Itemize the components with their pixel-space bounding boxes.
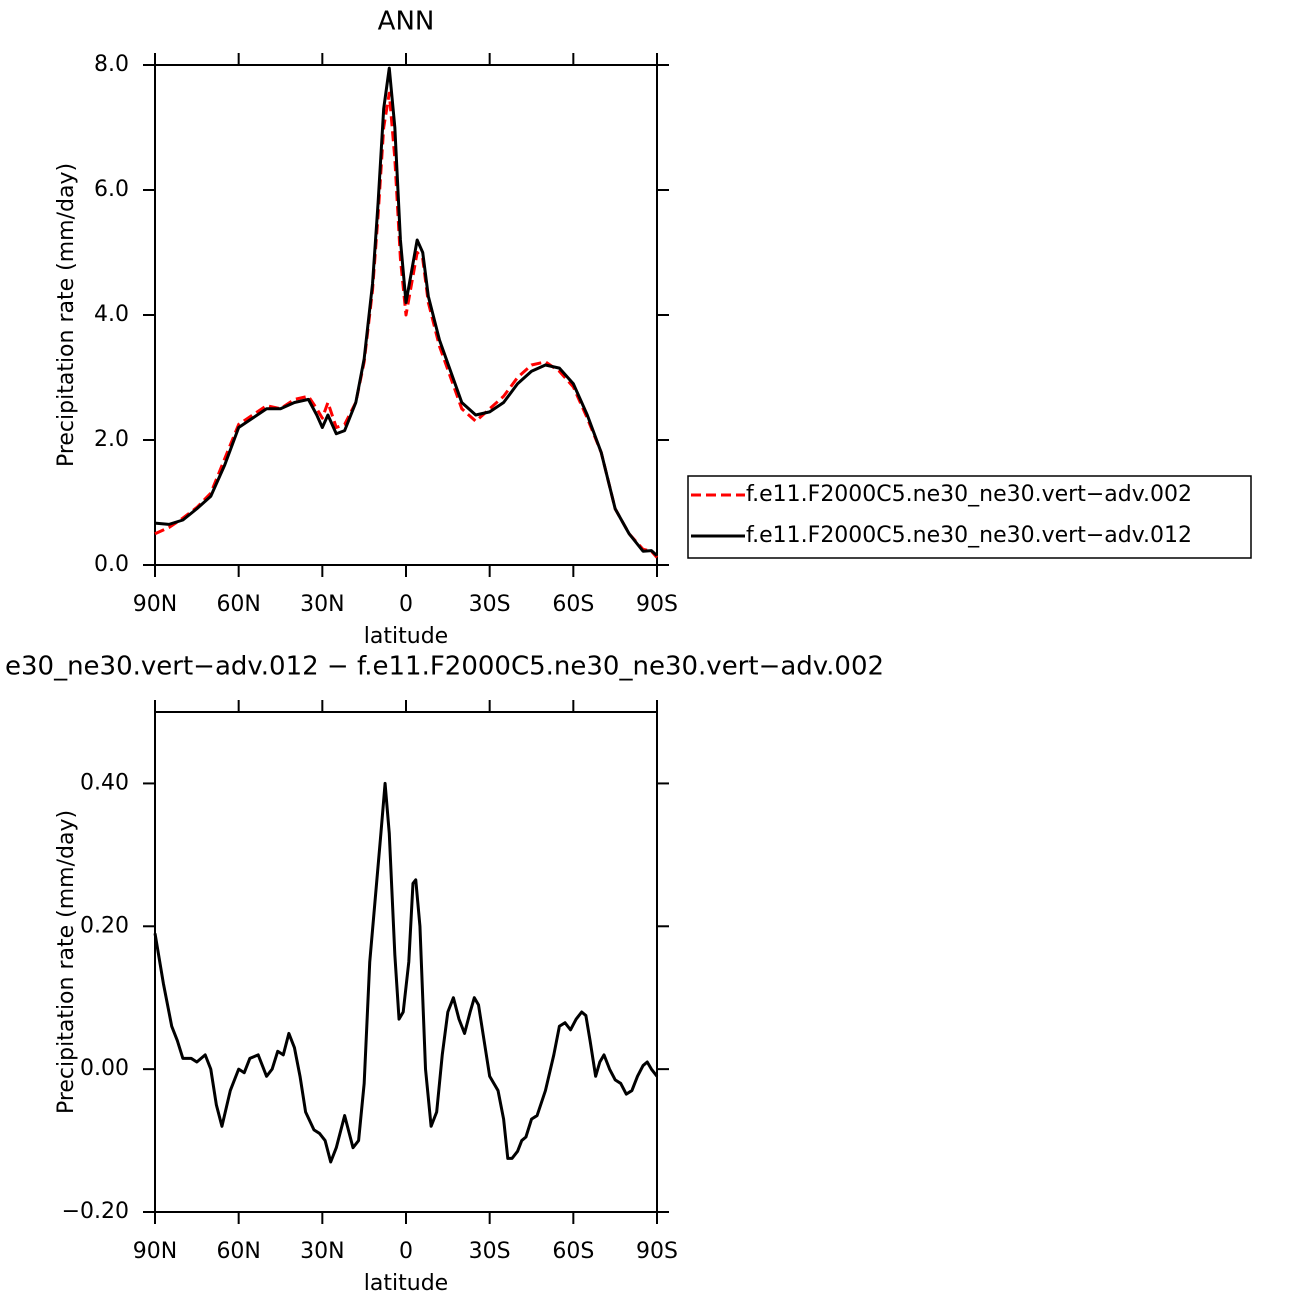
legend-box (687, 475, 1252, 559)
x-tick-label: 30N (300, 592, 344, 617)
x-tick-label: 30S (469, 1239, 511, 1264)
y-tick-label: 2.0 (94, 427, 129, 452)
legend-label: f.e11.F2000C5.ne30_ne30.vert−adv.012 (746, 523, 1192, 548)
y-tick-label: 0.20 (80, 913, 129, 938)
x-tick-label: 90N (133, 592, 177, 617)
series-line (154, 91, 659, 559)
y-axis-label: Precipitation rate (mm/day) (54, 163, 79, 467)
y-tick-label: −0.20 (62, 1199, 129, 1224)
legend-label: f.e11.F2000C5.ne30_ne30.vert−adv.002 (746, 482, 1192, 507)
x-tick-label: 90S (636, 592, 678, 617)
x-tick-label: 0 (399, 592, 413, 617)
x-axis-label: latitude (364, 624, 448, 649)
y-tick-label: 0.00 (80, 1056, 129, 1081)
x-tick-label: 0 (399, 1239, 413, 1264)
x-axis-label: latitude (364, 1271, 448, 1296)
y-axis-label: Precipitation rate (mm/day) (54, 810, 79, 1114)
x-tick-label: 90S (636, 1239, 678, 1264)
y-tick-label: 6.0 (94, 177, 129, 202)
x-tick-label: 30N (300, 1239, 344, 1264)
series-line (154, 66, 659, 557)
x-tick-label: 90N (133, 1239, 177, 1264)
y-tick-label: 0.40 (80, 770, 129, 795)
y-tick-label: 0.0 (94, 552, 129, 577)
x-tick-label: 60S (552, 1239, 594, 1264)
x-tick-label: 60N (216, 1239, 260, 1264)
x-tick-label: 60S (552, 592, 594, 617)
chart-title: ANN (378, 7, 435, 37)
x-tick-label: 60N (216, 592, 260, 617)
plot-frame (154, 711, 658, 1213)
y-tick-label: 8.0 (94, 52, 129, 77)
y-tick-label: 4.0 (94, 302, 129, 327)
series-line (153, 781, 659, 1164)
chart-title: e30_ne30.vert−adv.012 − f.e11.F2000C5.ne… (5, 652, 884, 682)
x-tick-label: 30S (469, 592, 511, 617)
